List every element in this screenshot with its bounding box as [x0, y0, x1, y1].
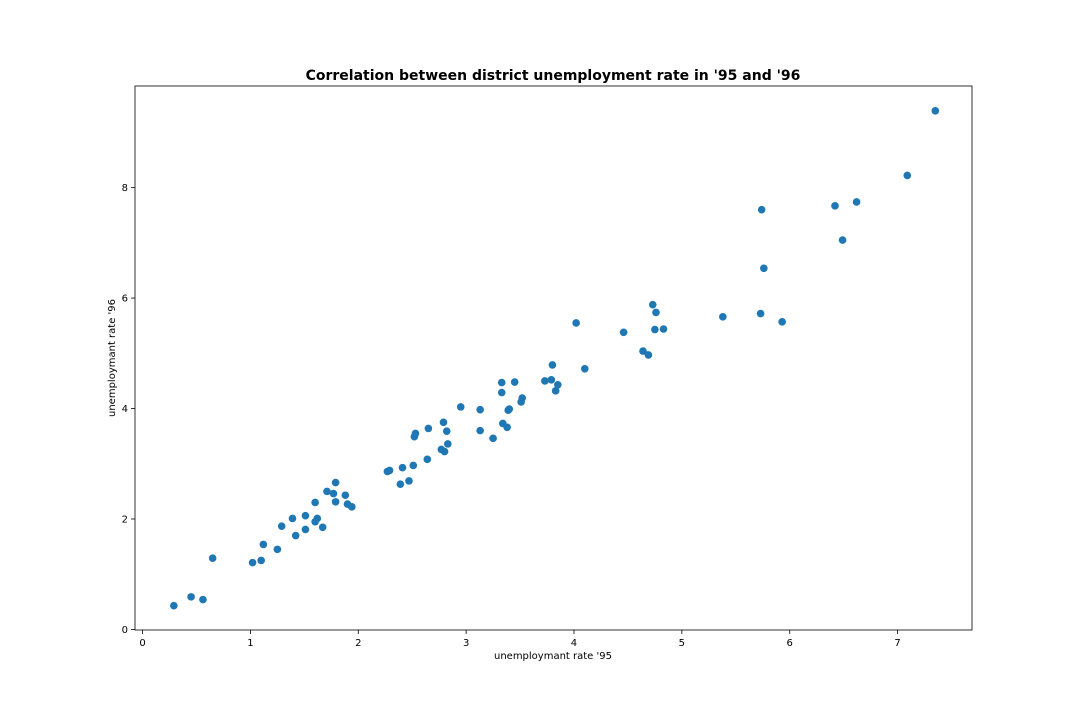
data-point — [424, 424, 433, 433]
data-point — [580, 364, 589, 373]
data-point — [639, 347, 647, 355]
x-tick-label: 7 — [894, 638, 900, 649]
data-point — [398, 463, 407, 472]
data-point — [903, 171, 912, 180]
data-point — [291, 531, 300, 540]
y-axis: 0 2 4 6 8 — [122, 183, 135, 636]
data-point — [548, 361, 557, 369]
y-tick-label: 0 — [122, 625, 128, 636]
data-point — [301, 525, 310, 534]
data-point — [348, 503, 356, 511]
data-point — [756, 309, 765, 318]
data-point — [476, 426, 484, 435]
data-point — [719, 313, 727, 321]
x-axis: 0 1 2 3 4 5 6 7 — [139, 630, 901, 649]
x-tick-label: 5 — [679, 638, 685, 649]
data-point — [440, 447, 449, 456]
data-point — [644, 351, 653, 359]
data-point — [331, 498, 340, 506]
data-point — [396, 480, 405, 488]
data-points — [170, 107, 940, 610]
data-point — [329, 489, 338, 498]
data-point — [443, 440, 452, 448]
data-point — [489, 434, 497, 443]
data-point — [442, 427, 451, 435]
plot-frame — [134, 85, 973, 631]
data-point — [541, 377, 549, 385]
data-point — [659, 325, 668, 333]
data-point — [651, 325, 659, 334]
data-point — [778, 318, 786, 326]
data-point — [838, 236, 847, 244]
y-axis-label: unemploymant rate '96 — [107, 299, 118, 417]
data-point — [439, 418, 448, 427]
x-axis-label: unemploymant rate '95 — [494, 651, 612, 662]
data-point — [248, 558, 257, 567]
data-point — [497, 378, 506, 387]
data-point — [551, 387, 560, 395]
data-point — [757, 205, 766, 214]
x-tick-label: 2 — [355, 638, 361, 649]
y-tick-label: 4 — [122, 404, 128, 415]
data-point — [288, 514, 297, 523]
data-point — [476, 405, 484, 414]
data-point — [385, 466, 394, 475]
data-point — [503, 423, 511, 432]
x-tick-label: 1 — [247, 638, 253, 649]
data-point — [652, 308, 660, 317]
data-point — [619, 328, 628, 337]
data-point — [311, 498, 319, 507]
data-point — [301, 511, 310, 520]
data-point — [554, 380, 562, 389]
data-point — [648, 300, 657, 309]
data-point — [409, 461, 418, 470]
data-point — [318, 523, 327, 532]
data-point — [331, 478, 340, 487]
data-point — [277, 522, 286, 530]
data-point — [831, 202, 839, 210]
data-point — [505, 405, 514, 413]
x-tick-label: 4 — [571, 638, 577, 649]
x-tick-label: 6 — [787, 638, 793, 649]
data-point — [313, 514, 322, 523]
y-tick-label: 2 — [122, 514, 128, 525]
x-tick-label: 3 — [463, 638, 469, 649]
data-point — [852, 198, 861, 206]
y-tick-label: 8 — [122, 183, 128, 194]
data-point — [510, 378, 519, 386]
data-point — [273, 545, 282, 554]
data-point — [208, 554, 217, 563]
data-point — [199, 595, 207, 604]
data-point — [572, 319, 580, 327]
data-point — [341, 491, 350, 500]
data-point — [411, 429, 420, 438]
data-point — [497, 388, 506, 397]
data-point — [760, 264, 768, 273]
data-point — [257, 556, 265, 565]
data-point — [259, 540, 268, 549]
data-point — [323, 487, 331, 496]
data-point — [547, 376, 556, 384]
data-point — [170, 601, 178, 610]
data-point — [187, 593, 195, 601]
data-point — [423, 455, 432, 464]
data-point — [518, 394, 527, 402]
data-point — [931, 107, 940, 115]
y-tick-label: 6 — [122, 294, 128, 305]
x-tick-label: 0 — [139, 638, 145, 649]
data-point — [456, 403, 465, 411]
chart-title: Correlation between district unemploymen… — [306, 68, 801, 84]
data-point — [405, 477, 413, 485]
